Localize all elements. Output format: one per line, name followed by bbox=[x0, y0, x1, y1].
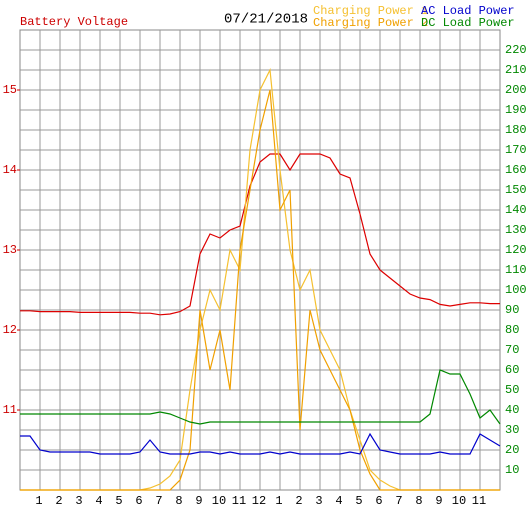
x-tick-label: 7 bbox=[395, 494, 402, 508]
y2-tick-label: 180 bbox=[505, 123, 527, 137]
legend-entry: Charging Power 2 bbox=[313, 16, 428, 30]
chart-title: 07/21/2018 bbox=[224, 12, 308, 28]
x-tick-label: 11 bbox=[472, 494, 486, 508]
y2-tick-label: 120 bbox=[505, 243, 527, 257]
y2-tick-label: 130 bbox=[505, 223, 527, 237]
x-tick-label: 9 bbox=[435, 494, 442, 508]
y-axis-label: Battery Voltage bbox=[20, 15, 128, 29]
y-tick-label: 14 bbox=[3, 163, 17, 177]
x-tick-label: 11 bbox=[232, 494, 246, 508]
y2-tick-label: 90 bbox=[505, 303, 519, 317]
y2-tick-label: 140 bbox=[505, 203, 527, 217]
y2-tick-label: 20 bbox=[505, 443, 519, 457]
x-tick-label: 4 bbox=[95, 494, 102, 508]
x-tick-label: 10 bbox=[212, 494, 226, 508]
y2-tick-label: 170 bbox=[505, 143, 527, 157]
y2-tick-label: 110 bbox=[505, 263, 527, 277]
x-tick-label: 6 bbox=[135, 494, 142, 508]
x-tick-label: 5 bbox=[115, 494, 122, 508]
y2-tick-label: 200 bbox=[505, 83, 527, 97]
x-tick-label: 1 bbox=[275, 494, 282, 508]
y2-tick-label: 50 bbox=[505, 383, 519, 397]
y-tick-label: 11 bbox=[3, 403, 17, 417]
y-tick-label: 15 bbox=[3, 83, 17, 97]
x-tick-label: 12 bbox=[252, 494, 266, 508]
series-line bbox=[20, 153, 500, 316]
y2-tick-label: 30 bbox=[505, 423, 519, 437]
x-tick-label: 8 bbox=[175, 494, 182, 508]
y2-tick-label: 160 bbox=[505, 163, 527, 177]
y2-tick-label: 150 bbox=[505, 183, 527, 197]
y2-tick-label: 220 bbox=[505, 43, 527, 57]
series-line bbox=[20, 89, 500, 491]
x-tick-label: 10 bbox=[452, 494, 466, 508]
series-line bbox=[20, 432, 501, 455]
x-tick-label: 5 bbox=[355, 494, 362, 508]
legend-entry: Charging Power 1 bbox=[313, 4, 428, 18]
x-tick-label: 3 bbox=[75, 494, 82, 508]
legend-entry: DC Load Power bbox=[421, 16, 515, 30]
y2-tick-label: 60 bbox=[505, 363, 519, 377]
x-tick-label: 2 bbox=[55, 494, 62, 508]
legend-entry: AC Load Power bbox=[421, 4, 515, 18]
x-tick-label: 1 bbox=[35, 494, 42, 508]
x-tick-label: 7 bbox=[155, 494, 162, 508]
y2-tick-label: 40 bbox=[505, 403, 519, 417]
y2-tick-label: 80 bbox=[505, 323, 519, 337]
y2-tick-label: 70 bbox=[505, 343, 519, 357]
series-line bbox=[20, 369, 501, 425]
x-tick-label: 8 bbox=[415, 494, 422, 508]
x-tick-label: 3 bbox=[315, 494, 322, 508]
y-tick-label: 13 bbox=[3, 243, 17, 257]
x-tick-label: 9 bbox=[195, 494, 202, 508]
y2-tick-label: 210 bbox=[505, 63, 527, 77]
x-tick-label: 4 bbox=[335, 494, 342, 508]
x-tick-label: 6 bbox=[375, 494, 382, 508]
y2-tick-label: 100 bbox=[505, 283, 527, 297]
y-tick-label: 12 bbox=[3, 323, 17, 337]
y2-tick-label: 10 bbox=[505, 463, 519, 477]
y2-tick-label: 190 bbox=[505, 103, 527, 117]
x-tick-label: 2 bbox=[295, 494, 302, 508]
